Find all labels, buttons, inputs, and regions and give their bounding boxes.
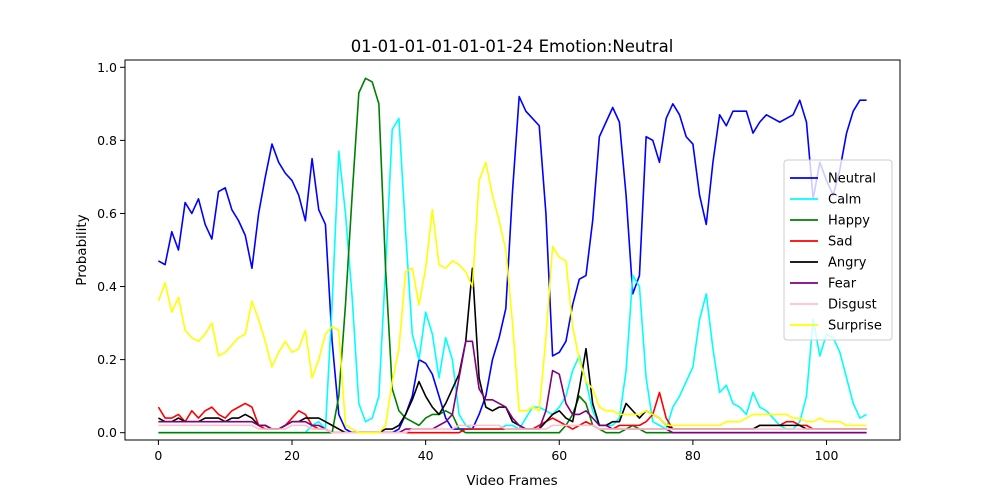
legend-label-neutral: Neutral [828,172,876,187]
y-tick-label: 1.0 [97,60,117,75]
axes-layer: 0 20 40 60 80 100 0.0 0.2 0.4 0.6 0.8 1.0 [97,60,838,463]
chart-title: 01-01-01-01-01-01-24 Emotion:Neutral [351,37,674,56]
y-tick-label: 0.2 [97,352,117,367]
y-axis-label: Probability [74,214,90,285]
y-tick-label: 0.8 [97,133,117,148]
series-layer [157,77,867,434]
legend-label-fear: Fear [828,277,857,292]
legend-label-happy: Happy [828,214,870,229]
x-tick-label: 20 [284,448,300,463]
legend: Neutral Calm Happy Sad Angry Fear Disgust Surpr… [783,159,893,341]
y-tick-label: 0.0 [97,425,117,440]
x-tick-label: 100 [815,448,839,463]
series-line-disgust [158,424,867,434]
x-tick-label: 40 [418,448,434,463]
legend-label-calm: Calm [828,193,861,208]
x-tick-label: 80 [685,448,701,463]
legend-box [783,159,893,341]
series-line-surprise [157,161,867,434]
x-axis-label: Video Frames [466,473,557,489]
legend-label-surprise: Surprise [828,319,882,334]
legend-label-angry: Angry [828,256,867,271]
plot-frame [124,59,901,441]
series-line-neutral [158,95,867,434]
legend-label-disgust: Disgust [828,298,877,313]
y-tick-label: 0.6 [97,206,117,221]
legend-label-sad: Sad [828,235,852,250]
x-tick-label: 60 [551,448,567,463]
x-tick-label: 0 [154,448,162,463]
y-tick-label: 0.4 [97,279,117,294]
